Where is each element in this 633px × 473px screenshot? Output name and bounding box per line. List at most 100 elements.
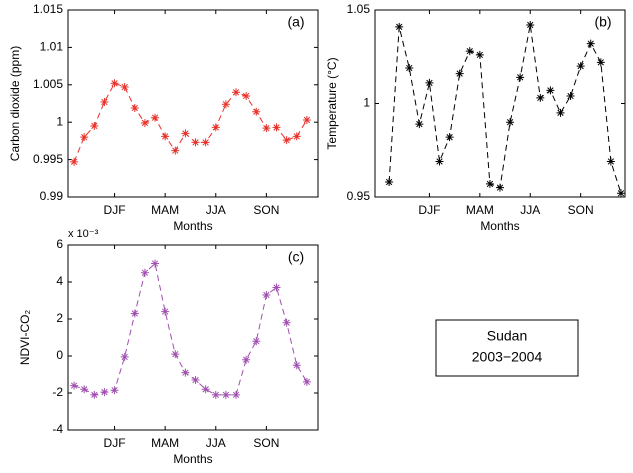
marker xyxy=(465,47,474,56)
marker xyxy=(140,268,149,277)
marker xyxy=(120,83,129,92)
marker xyxy=(130,103,139,112)
marker xyxy=(161,132,170,141)
y-tick-label: 0.995 xyxy=(33,152,63,166)
y-tick-label: 0 xyxy=(56,348,63,362)
y-axis-label: Carbon dioxide (ppm) xyxy=(8,46,22,161)
marker xyxy=(130,309,139,318)
marker xyxy=(536,93,545,102)
marker xyxy=(526,20,535,29)
marker xyxy=(506,118,515,127)
marker xyxy=(70,157,79,166)
marker xyxy=(475,50,484,59)
marker xyxy=(110,79,119,88)
marker xyxy=(232,88,241,97)
plot-area xyxy=(67,9,319,198)
marker xyxy=(201,385,210,394)
marker xyxy=(606,157,615,166)
marker xyxy=(171,146,180,155)
marker xyxy=(171,350,180,359)
y-tick-label: 1 xyxy=(56,114,63,128)
marker xyxy=(272,283,281,292)
marker xyxy=(100,388,109,397)
y-tick-label: 0.99 xyxy=(40,189,64,203)
marker xyxy=(120,352,129,361)
x-axis-label: Months xyxy=(173,219,212,233)
panel-label: (b) xyxy=(594,14,611,30)
marker xyxy=(425,78,434,87)
marker xyxy=(302,377,311,386)
x-tick-label: SON xyxy=(253,436,279,450)
data-line xyxy=(388,24,622,194)
marker xyxy=(252,107,261,116)
y-tick-label: 0.95 xyxy=(347,189,371,203)
x-tick-label: MAM xyxy=(151,436,179,450)
x-tick-label: DJF xyxy=(418,203,440,217)
marker xyxy=(282,136,291,145)
marker xyxy=(161,307,170,316)
marker xyxy=(191,138,200,147)
x-tick-label: JJA xyxy=(520,203,540,217)
annotation-box xyxy=(435,319,579,377)
y-tick-label: 1.05 xyxy=(347,2,371,16)
marker xyxy=(80,385,89,394)
y-axis-label: Temperature (°C) xyxy=(325,57,339,149)
marker xyxy=(272,123,281,132)
marker xyxy=(546,86,555,95)
x-tick-label: DJF xyxy=(104,436,126,450)
marker xyxy=(90,390,99,399)
x-tick-label: SON xyxy=(253,203,279,217)
x-axis-label: Months xyxy=(480,219,519,233)
marker xyxy=(455,69,464,78)
marker xyxy=(516,73,525,82)
x-tick-label: MAM xyxy=(151,203,179,217)
marker xyxy=(262,124,271,133)
marker xyxy=(405,63,414,72)
marker xyxy=(211,123,220,132)
x-tick-label: JJA xyxy=(206,203,226,217)
marker xyxy=(242,355,251,364)
marker xyxy=(181,129,190,138)
marker xyxy=(302,115,311,124)
marker xyxy=(586,39,595,48)
marker xyxy=(140,118,149,127)
marker xyxy=(496,183,504,192)
x-tick-label: MAM xyxy=(466,203,494,217)
marker xyxy=(100,98,109,107)
marker xyxy=(282,318,291,327)
plot-area xyxy=(67,244,319,431)
marker xyxy=(445,133,454,142)
marker xyxy=(221,390,230,399)
marker xyxy=(90,121,99,130)
y-tick-label: 1.01 xyxy=(40,40,64,54)
y-tick-label: 1.005 xyxy=(33,77,63,91)
panel-label: (a) xyxy=(287,14,304,30)
marker xyxy=(80,133,89,142)
x-tick-label: SON xyxy=(568,203,594,217)
marker xyxy=(242,92,251,101)
y-axis-label: NDVI-CO₂ xyxy=(18,309,32,365)
x-tick-label: DJF xyxy=(104,203,126,217)
y-tick-label: 2 xyxy=(56,311,63,325)
marker xyxy=(70,381,79,390)
marker xyxy=(596,58,605,67)
panel-label: (c) xyxy=(288,249,304,265)
plot-area xyxy=(374,9,626,198)
x-axis-label: Months xyxy=(173,452,212,466)
y-tick-label: 1.015 xyxy=(33,2,63,16)
marker xyxy=(181,368,190,377)
marker xyxy=(566,92,575,101)
y-tick-label: 6 xyxy=(56,237,63,251)
annotation-text: 2003−2004 xyxy=(472,349,543,365)
marker xyxy=(252,337,261,346)
y-tick-label: 1 xyxy=(363,96,370,110)
marker xyxy=(151,259,160,268)
marker xyxy=(151,113,160,122)
marker xyxy=(292,361,301,370)
marker xyxy=(395,22,404,31)
x-tick-label: JJA xyxy=(206,436,226,450)
marker xyxy=(110,386,119,395)
marker xyxy=(385,178,394,187)
marker xyxy=(221,100,230,109)
y-multiplier: x 10⁻³ xyxy=(68,228,99,240)
